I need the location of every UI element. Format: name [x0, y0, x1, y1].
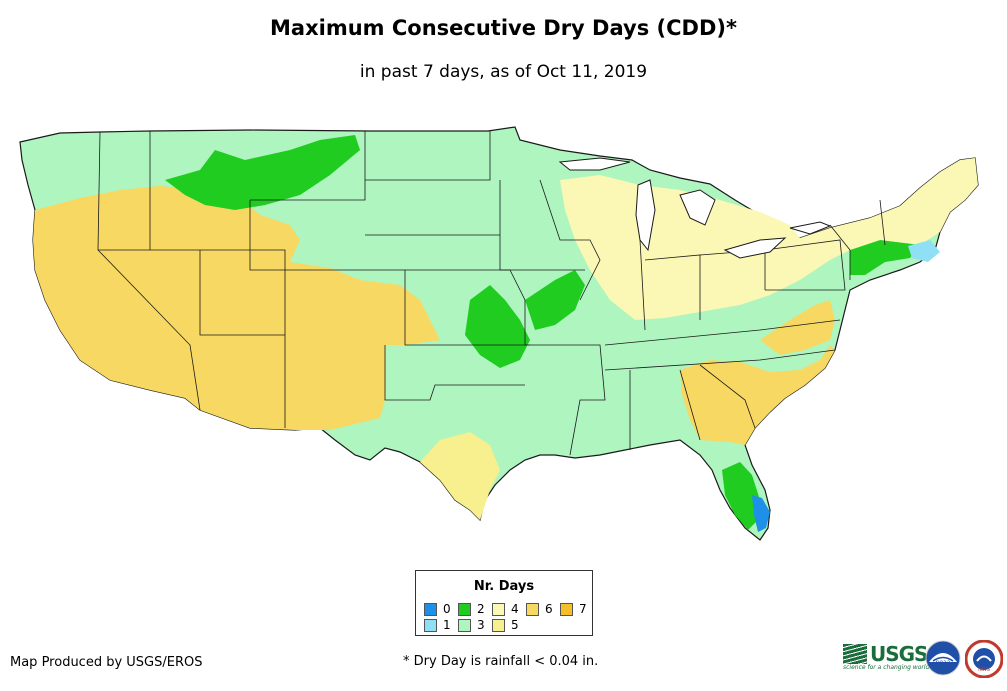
region-west-6days	[33, 186, 440, 430]
legend-item-5: 5	[492, 618, 519, 632]
legend-swatch	[526, 602, 539, 616]
noaa-logo: noaa	[925, 640, 961, 676]
region-montana-2days	[165, 135, 360, 210]
state-boundaries	[97, 131, 886, 456]
map-subtitle: in past 7 days, as of Oct 11, 2019	[359, 62, 648, 82]
footnote: * Dry Day is rainfall < 0.04 in.	[403, 654, 599, 669]
usgs-tagline: science for a changing world	[843, 664, 930, 671]
legend: Nr. Days 0 1 2 3 4 5 6 7	[415, 570, 593, 636]
map-credit: Map Produced by USGS/EROS	[10, 655, 203, 670]
legend-item-6: 6	[526, 602, 553, 616]
legend-label: 2	[477, 602, 485, 616]
legend-label: 4	[511, 602, 519, 616]
usgs-wave-icon	[843, 644, 867, 664]
legend-item-0: 0	[424, 602, 451, 616]
legend-swatch	[424, 618, 437, 632]
region-massachusetts-1day	[908, 240, 940, 262]
region-southeast-6days	[680, 345, 835, 445]
legend-title: Nr. Days	[473, 579, 535, 594]
usgs-logo: USGS	[843, 642, 928, 666]
region-florida-0days	[752, 495, 770, 532]
region-northeast-2days	[850, 238, 920, 275]
legend-label: 0	[443, 602, 451, 616]
legend-swatch	[458, 602, 471, 616]
legend-swatch	[458, 618, 471, 632]
region-missouri-2days	[525, 270, 585, 330]
usgs-logo-text: USGS	[870, 642, 928, 666]
legend-item-1: 1	[424, 618, 451, 632]
nws-logo-text: NWS	[978, 667, 990, 673]
legend-label: 3	[477, 618, 485, 632]
legend-swatch	[492, 618, 505, 632]
noaa-logo-text: noaa	[936, 659, 951, 666]
legend-item-3: 3	[458, 618, 485, 632]
nws-logo: NWS	[965, 640, 1003, 678]
legend-item-2: 2	[458, 602, 485, 616]
us-cdd-map	[19, 126, 979, 541]
legend-swatch	[492, 602, 505, 616]
legend-label: 6	[545, 602, 553, 616]
legend-swatch	[560, 602, 573, 616]
great-lakes	[558, 157, 832, 259]
region-kansas-2days	[465, 285, 530, 368]
legend-label: 7	[579, 602, 587, 616]
legend-label: 5	[511, 618, 519, 632]
region-texas-5days	[420, 432, 500, 520]
legend-item-4: 4	[492, 602, 519, 616]
region-virginia-6days	[760, 300, 835, 355]
map-title: Maximum Consecutive Dry Days (CDD)*	[270, 16, 737, 40]
legend-label: 1	[443, 618, 451, 632]
legend-item-7: 7	[560, 602, 587, 616]
legend-swatch	[424, 602, 437, 616]
region-florida-2days	[722, 462, 760, 530]
